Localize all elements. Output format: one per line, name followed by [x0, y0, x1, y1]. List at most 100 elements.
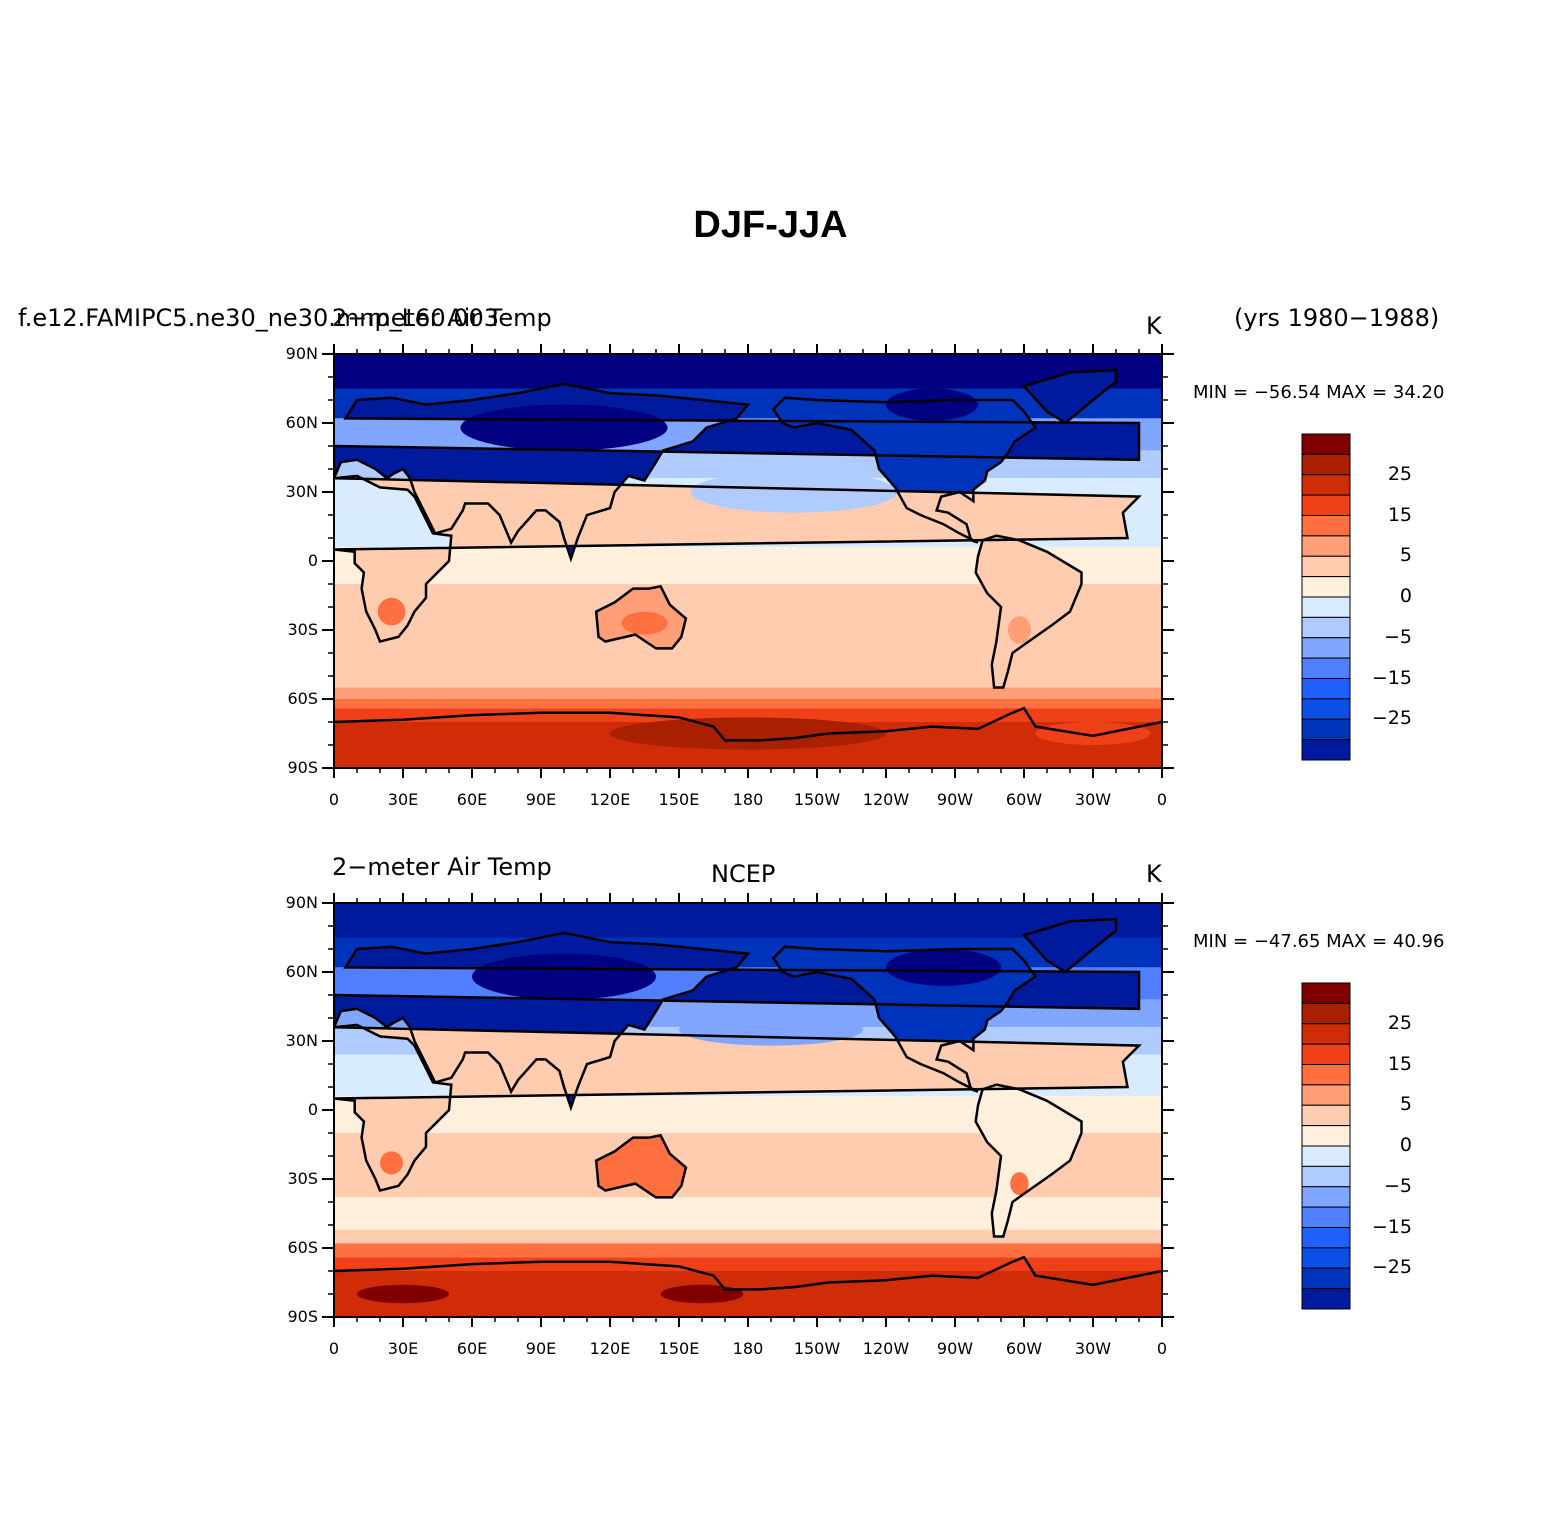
panel2-coast-eurasia	[0, 933, 311, 1108]
panel2-coast-greenland	[1021, 917, 1118, 974]
panel2-contour-2	[623, 1156, 666, 1179]
panel2-xtick-label: 150W	[793, 1339, 841, 1358]
panel1-colorbar-box	[1301, 718, 1351, 741]
panel1-ytick-label: 90N	[285, 344, 318, 363]
panel2-land-southamerica	[975, 1084, 1082, 1237]
panel1-land-africa	[334, 475, 1139, 642]
panel2-colorbar-box	[1301, 1267, 1351, 1290]
panel2-ytick-label: 60S	[287, 1238, 318, 1257]
panel2-colorbar-box	[1301, 1023, 1351, 1045]
panel1-colorbar-box	[1301, 739, 1351, 761]
panel1-ytick-label: 90S	[287, 758, 318, 777]
panel2-band-0	[334, 903, 1162, 938]
panel2-dataset-title: NCEP	[711, 860, 776, 888]
panel2-xtick-label: 90E	[525, 1339, 557, 1358]
panel2-contour-1	[886, 949, 1001, 986]
panel2-xtick-label: 30E	[387, 1339, 419, 1358]
panel1-coast-africa	[0, 476, 311, 642]
panel2-band-10	[334, 1243, 1162, 1258]
panel2-ytick-label: 30N	[285, 1031, 318, 1050]
panel2-contour-7	[660, 1284, 744, 1304]
panel2-contour-0	[472, 953, 656, 1000]
panel1-colorbar-box	[1301, 494, 1351, 516]
panel1-xtick-label: 0	[1156, 790, 1168, 809]
panel1-colorbar-label: 15	[1387, 503, 1412, 526]
panel1-field	[0, 354, 1162, 768]
panel2-ytick-label: 0	[307, 1100, 318, 1119]
panel1-colorbar-label: −25	[1371, 707, 1412, 730]
panel1-land-eurasia-wrap	[0, 384, 311, 559]
panel2-colorbar-box	[1301, 1288, 1351, 1310]
panel1-xtick-label: 30W	[1074, 790, 1112, 809]
panel1-colorbar-box	[1301, 616, 1351, 639]
panel1-colorbar-box	[1301, 555, 1351, 578]
panel2-xtick-label: 120W	[862, 1339, 910, 1358]
panel2-xtick-label: 0	[328, 1339, 340, 1358]
panel1-xtick-label: 60W	[1005, 790, 1043, 809]
panel1-xtick-label: 90E	[525, 790, 557, 809]
panel1-colorbar-box	[1301, 637, 1351, 659]
panel1-ytick-label: 60S	[287, 689, 318, 708]
panel2-band-9	[334, 1229, 1162, 1244]
panel1-xtick-label: 120W	[862, 790, 910, 809]
panel1-band-9	[334, 687, 1162, 699]
panel2-min-max: MIN = −47.65 MAX = 40.96	[1193, 931, 1445, 952]
panel1-colorbar-box	[1301, 535, 1351, 557]
panel2-ytick-label: 90S	[287, 1307, 318, 1326]
panel1-land-southamerica	[975, 535, 1082, 688]
panel1-xtick-label: 150E	[658, 790, 700, 809]
panel2-contour-5	[679, 1013, 863, 1046]
panel1-xtick-label: 150W	[793, 790, 841, 809]
panel2-colorbar-box	[1301, 1002, 1351, 1025]
panel2-units: K	[1146, 860, 1162, 888]
panel1-case-title: f.e12.FAMIPC5.ne30_ne30.mnp_L60.003	[18, 304, 500, 332]
panel1-contour-1	[886, 388, 978, 421]
panel1-colorbar-label: −5	[1383, 625, 1412, 648]
panel1-variable-title: 2−meter Air Temp	[332, 304, 552, 332]
panel2-xtick-label: 0	[1156, 1339, 1168, 1358]
panel1-xtick-label: 60E	[456, 790, 488, 809]
panel1-colorbar-label: 0	[1399, 585, 1412, 607]
panel1-colorbar-box	[1301, 453, 1351, 476]
figure-title: DJF-JJA	[693, 204, 848, 246]
panel1-xtick-label: 120E	[589, 790, 631, 809]
panel2-land-africa-wrap	[0, 1025, 311, 1191]
panel1-colorbar-box	[1301, 576, 1351, 598]
panel1-colorbar-box	[1301, 433, 1351, 455]
panel2-colorbar-label: −15	[1371, 1215, 1412, 1238]
panel2-xtick-label: 180	[732, 1339, 764, 1358]
panel1-land-africa-wrap	[0, 476, 311, 642]
panel2-xtick-label: 120E	[589, 1339, 631, 1358]
panel1-coast-northamerica	[771, 396, 1038, 544]
panel1-coast-australia	[594, 584, 688, 650]
panel1-colorbar-box	[1301, 596, 1351, 618]
panel1-colorbar-box	[1301, 515, 1351, 537]
panel1-coast-antarctica	[334, 706, 1162, 742]
panel2-coast-africa	[0, 1025, 311, 1191]
panel2-xtick-label: 60E	[456, 1339, 488, 1358]
panel1-contour-5	[690, 471, 898, 513]
panel2-coast-southamerica	[974, 1083, 1083, 1238]
panel2-contour-6	[357, 1284, 449, 1304]
panel1-contour-7	[1035, 722, 1151, 745]
panel1-coast-eurasia	[0, 384, 311, 559]
panel2-band-8	[334, 1197, 1162, 1230]
panel1-coast-africa	[334, 474, 1142, 643]
panel1-contour-3	[377, 597, 406, 626]
panel2-coast-australia	[594, 1133, 688, 1199]
panel1-colorbar-box	[1301, 678, 1351, 700]
panel1-coast-eurasia	[334, 382, 1141, 563]
panel2-colorbar-box	[1301, 982, 1351, 1004]
panel1-land-northamerica	[773, 397, 1036, 543]
panel1-band-0	[334, 354, 1162, 389]
panel2-contour-8	[978, 1284, 1070, 1304]
panel1-colorbar-label: −15	[1371, 666, 1412, 689]
panel2-colorbar-label: 5	[1399, 1093, 1412, 1116]
panel1-contour-6	[610, 717, 886, 750]
panel1-contour-0	[460, 404, 668, 451]
panel2-colorbar-box	[1301, 1227, 1351, 1249]
panel1-xtick-label: 90W	[936, 790, 974, 809]
panel2-colorbar-box	[1301, 1125, 1351, 1147]
